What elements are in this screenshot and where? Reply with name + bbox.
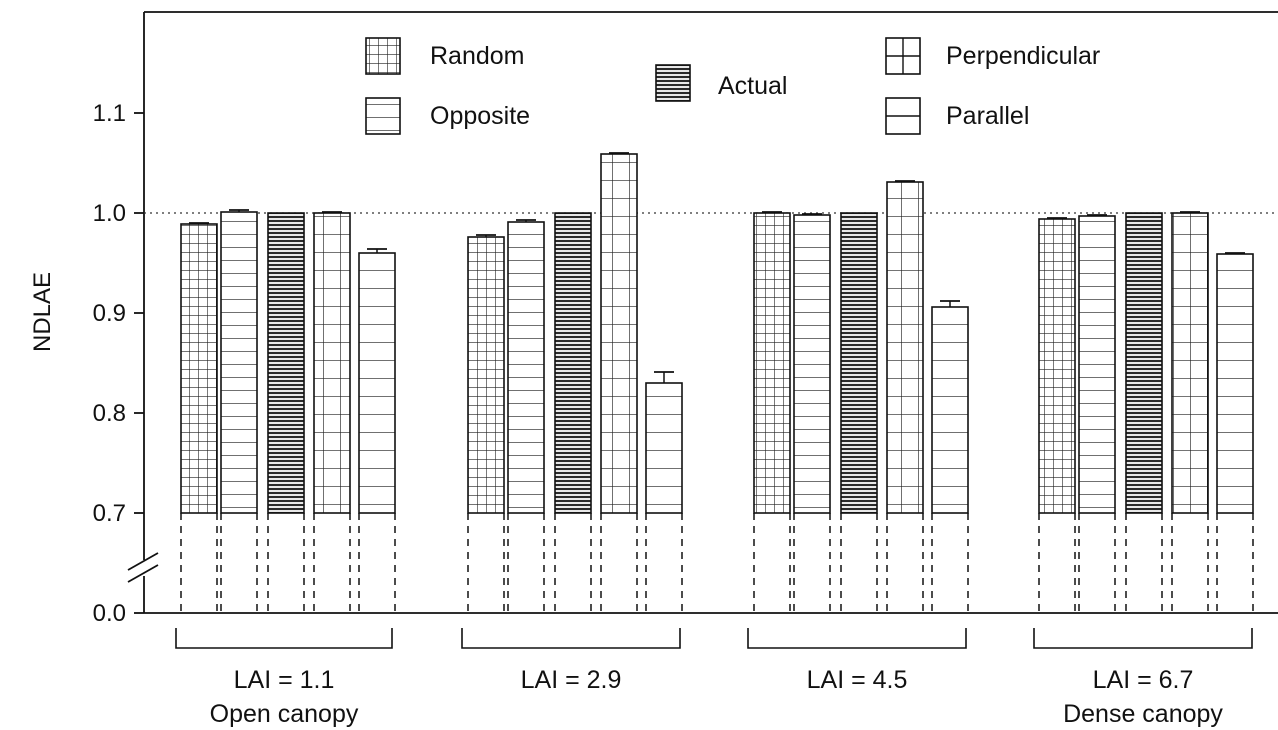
- legend-item: Actual: [655, 64, 787, 102]
- axis-break-marker: [127, 552, 159, 583]
- bar: [600, 153, 638, 514]
- bar-groups: [180, 152, 1254, 613]
- legend-item: Parallel: [885, 97, 1029, 135]
- category-sublabel: Open canopy: [210, 700, 359, 728]
- bar: [507, 221, 545, 514]
- legend-label: Perpendicular: [946, 42, 1100, 70]
- y-tick-label: 0.8: [93, 400, 126, 427]
- bar-group: [180, 209, 396, 613]
- bar-group: [1038, 211, 1254, 613]
- legend-swatch-lines: [886, 38, 920, 74]
- legend-label: Random: [430, 42, 525, 70]
- bar: [886, 181, 924, 514]
- bar-group: [467, 152, 683, 613]
- y-tick-label: 0.7: [93, 500, 126, 527]
- bar: [645, 382, 683, 514]
- bar: [467, 236, 505, 514]
- bar: [267, 212, 305, 514]
- bar: [358, 252, 396, 514]
- bar: [220, 211, 258, 514]
- bar: [554, 212, 592, 514]
- legend: Random Opposite Actual Perpendicular Paralle…: [365, 37, 1100, 135]
- legend-label: Actual: [718, 72, 787, 100]
- y-ticks: 0.0 0.7 0.8 0.9 1.0 1.1: [93, 100, 144, 627]
- bar-group: [753, 180, 969, 613]
- bar: [753, 212, 791, 514]
- y-tick-label: 0.9: [93, 300, 126, 327]
- bar: [1125, 212, 1163, 514]
- category-bracket: [461, 628, 681, 649]
- bar: [1038, 218, 1076, 514]
- bar: [180, 223, 218, 514]
- y-tick-label: 1.0: [93, 200, 126, 227]
- category-bracket: [175, 628, 393, 649]
- legend-label: Parallel: [946, 102, 1029, 130]
- legend-swatch: [365, 97, 401, 135]
- bar: [1171, 212, 1209, 514]
- category-label: LAI = 6.7: [1093, 666, 1194, 694]
- bar: [1216, 253, 1254, 514]
- bar: [840, 212, 878, 514]
- bar: [1078, 215, 1116, 514]
- legend-item: Random: [365, 37, 525, 75]
- y-tick-label: 0.0: [93, 600, 126, 627]
- bar: [931, 306, 969, 514]
- legend-item: Perpendicular: [885, 37, 1100, 75]
- legend-item: Opposite: [365, 97, 530, 135]
- bar: [313, 212, 351, 514]
- category-bracket: [1033, 628, 1253, 649]
- bar: [793, 214, 831, 514]
- category-label: LAI = 1.1: [234, 666, 335, 694]
- category-sublabel: Dense canopy: [1063, 700, 1223, 728]
- category-label: LAI = 4.5: [807, 666, 908, 694]
- legend-swatch: [655, 64, 691, 102]
- y-axis-label: NDLAE: [29, 272, 56, 352]
- category-bracket: [747, 628, 967, 649]
- legend-swatch: [365, 37, 401, 75]
- legend-label: Opposite: [430, 102, 530, 130]
- y-tick-label: 1.1: [93, 100, 126, 127]
- category-brackets: LAI = 1.1 Open canopy LAI = 2.9 LAI = 4.5 LA…: [175, 628, 1253, 728]
- category-label: LAI = 2.9: [521, 666, 622, 694]
